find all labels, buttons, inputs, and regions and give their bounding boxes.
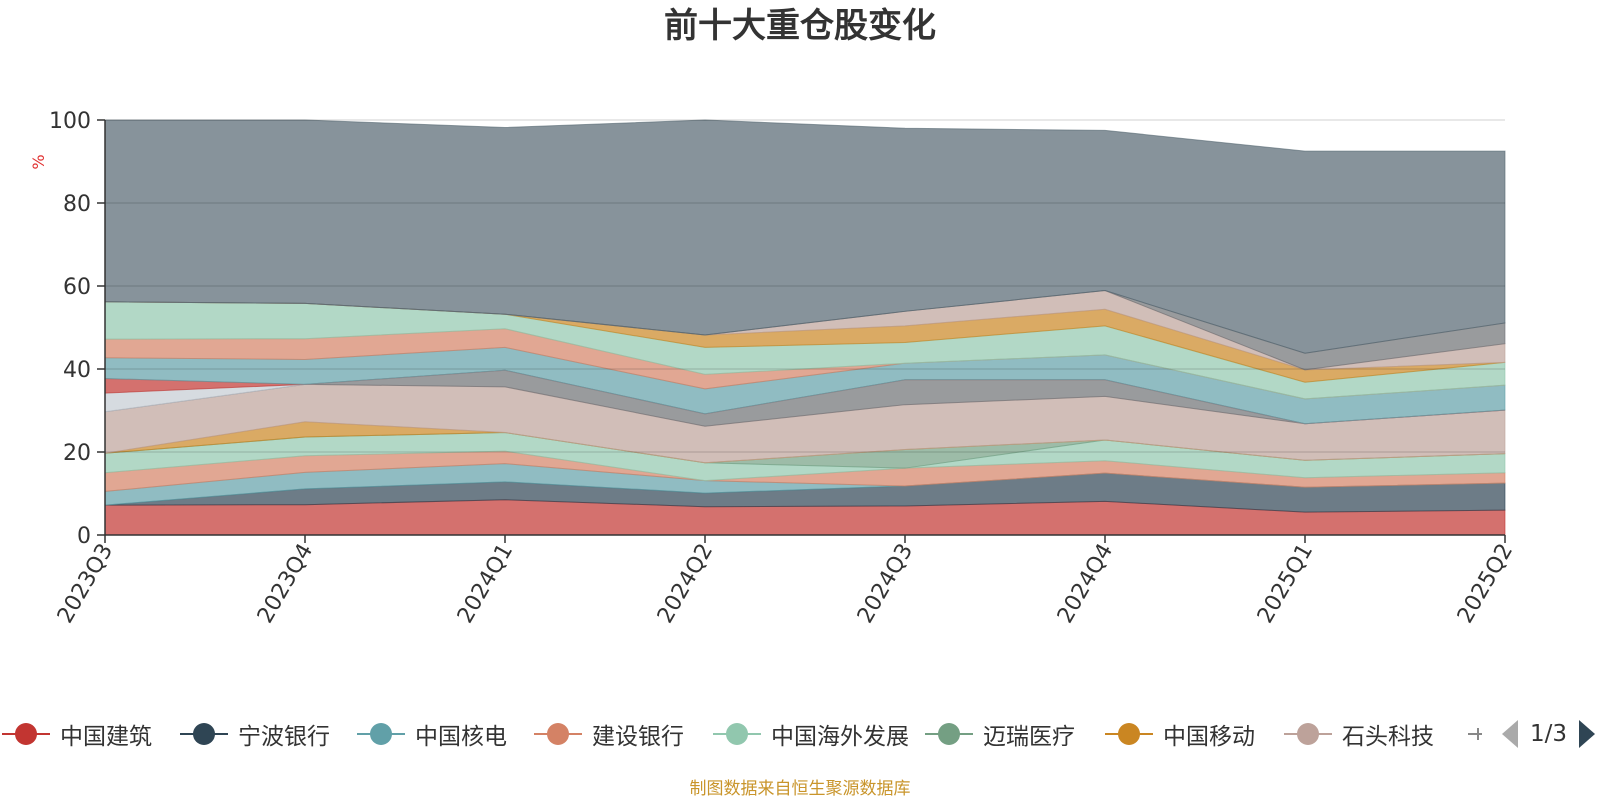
legend-item[interactable]: 石头科技	[1282, 712, 1434, 756]
legend-label: 中国核电	[415, 724, 507, 750]
legend-marker-icon	[2, 723, 50, 745]
legend-label: 建设银行	[592, 724, 684, 750]
x-tick-label: 2023Q3	[53, 540, 118, 628]
legend-item[interactable]: 中国移动	[1103, 712, 1255, 756]
legend-label: 迈瑞医疗	[983, 724, 1075, 750]
x-tick-label: 2024Q4	[1053, 540, 1118, 628]
legend-pager: 1/3	[1500, 716, 1597, 752]
legend-label: 宁波银行	[238, 724, 330, 750]
legend-marker-icon	[180, 723, 228, 745]
legend-marker-icon	[1105, 723, 1153, 745]
x-tick-label: 2025Q2	[1453, 540, 1518, 628]
x-tick-label: 2024Q2	[653, 540, 718, 628]
y-tick-label: 60	[63, 275, 91, 300]
legend-item[interactable]: 中国核电	[355, 712, 507, 756]
legend-marker-icon	[925, 723, 973, 745]
legend-page-indicator: 1/3	[1530, 721, 1568, 747]
y-tick-label: 80	[63, 192, 91, 217]
legend-marker-icon	[534, 723, 582, 745]
chart-title: 前十大重仓股变化	[664, 6, 936, 46]
x-tick-label: 2024Q3	[853, 540, 918, 628]
y-tick-label: 20	[63, 441, 91, 466]
x-tick-label: 2025Q1	[1253, 540, 1318, 628]
x-tick-label: 2024Q1	[453, 540, 518, 628]
legend-item[interactable]: 宁波银行	[178, 712, 330, 756]
legend-label: 石头科技	[1342, 724, 1434, 750]
x-tick-label: 2023Q4	[253, 540, 318, 628]
next-page-icon[interactable]	[1577, 718, 1597, 750]
legend-item[interactable]: 建设银行	[532, 712, 684, 756]
legend-item[interactable]: 中国建筑	[0, 712, 152, 756]
y-axis-label: %	[29, 154, 48, 169]
legend-marker-icon	[357, 723, 405, 745]
chart-plot: 0 20 40 60 80 100% 2023Q3 2023Q4 2024Q1 2024Q2 202…	[29, 109, 1518, 628]
legend-marker-icon	[1468, 728, 1482, 740]
legend-label: 中国建筑	[60, 724, 152, 750]
legend-label: 中国移动	[1163, 724, 1255, 750]
prev-page-icon[interactable]	[1500, 718, 1520, 750]
y-tick-label: 100	[49, 109, 91, 134]
legend-marker-icon	[1284, 723, 1332, 745]
y-tick-label: 40	[63, 358, 91, 383]
legend-item[interactable]: 中国海外发展	[711, 712, 909, 756]
y-tick-label: 0	[77, 524, 91, 549]
legend-label: 中国海外发展	[771, 724, 909, 750]
source-note: 制图数据来自恒生聚源数据库	[689, 779, 911, 799]
legend-item-clipped	[1466, 712, 1484, 756]
legend-marker-icon	[713, 723, 761, 745]
area-series-18	[104, 119, 1506, 354]
legend: 中国建筑 宁波银行 中国核电 建设银行 中国海外发展 迈瑞医疗 中国移动 石头科技	[0, 712, 1600, 756]
legend-item[interactable]: 迈瑞医疗	[923, 712, 1075, 756]
